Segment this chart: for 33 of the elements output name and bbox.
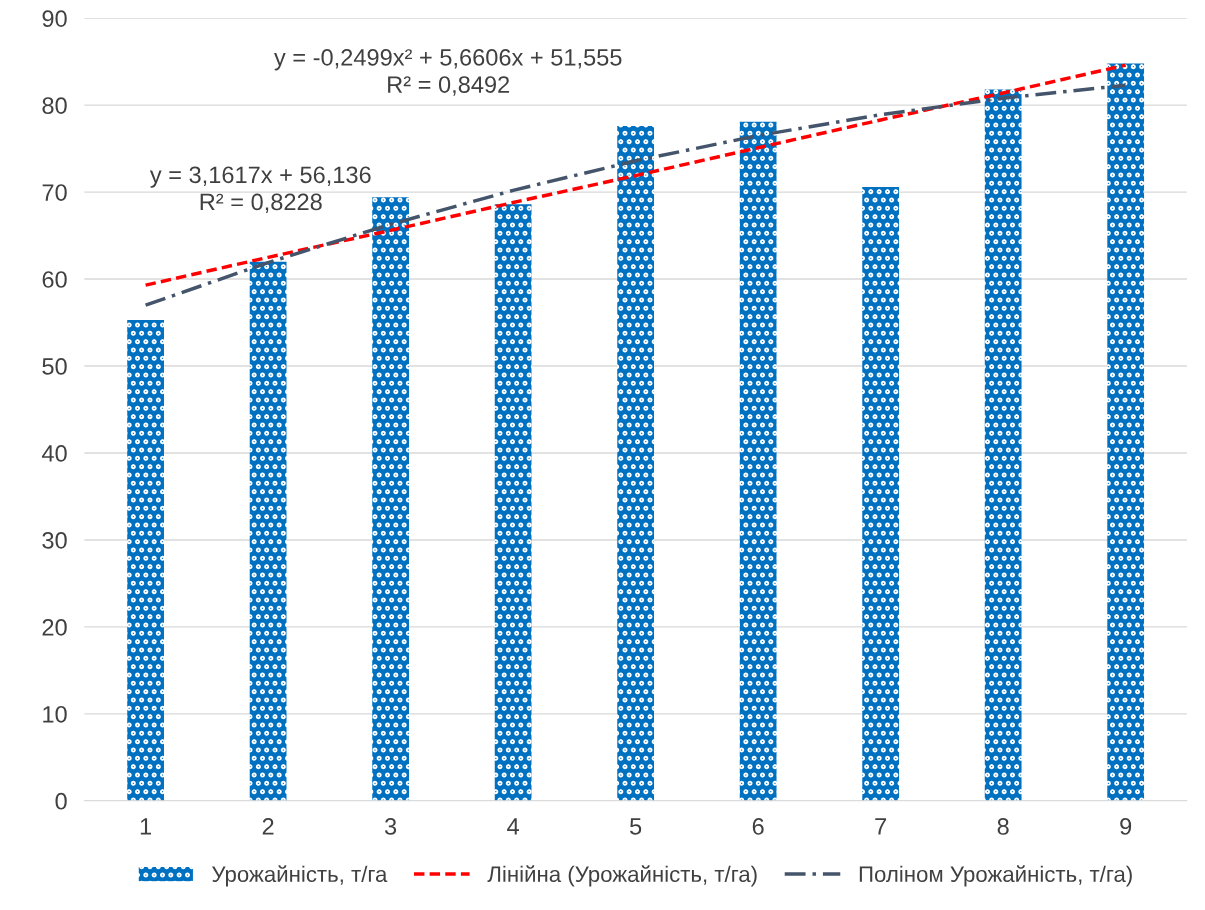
bar xyxy=(494,204,532,801)
legend-label: Лінійна (Урожайність, т/га) xyxy=(487,865,757,887)
legend-label: Поліном Урожайність, т/га) xyxy=(859,865,1132,887)
y-tick-label: 90 xyxy=(42,10,67,27)
x-tick-label: 3 xyxy=(384,818,397,835)
annotation: y = -0,2499x² + 5,6606x + 51,555 R² = 0,8492 xyxy=(274,49,622,96)
bar xyxy=(739,121,777,801)
y-tick-label: 20 xyxy=(42,618,67,636)
y-tick-label: 70 xyxy=(42,184,67,201)
y-tick-label: 60 xyxy=(42,271,67,288)
x-tick-label: 8 xyxy=(997,818,1009,835)
y-tick-label: 0 xyxy=(55,792,67,810)
y-tick-label: 10 xyxy=(43,705,67,723)
annotation: y = 3,1617x + 56,136 R² = 0,8228 xyxy=(149,166,371,214)
bar xyxy=(249,261,287,801)
x-tick-label: 2 xyxy=(262,818,274,835)
x-tick-label: 6 xyxy=(752,818,764,835)
legend-label: Урожайність, т/га xyxy=(212,865,388,887)
x-tick-label: 7 xyxy=(875,818,887,835)
x-tick-label: 9 xyxy=(1120,818,1132,835)
bar xyxy=(862,186,900,801)
bar xyxy=(617,126,655,801)
bar xyxy=(1107,63,1145,801)
bar xyxy=(127,319,164,801)
bar xyxy=(984,89,1022,801)
y-tick-label: 80 xyxy=(42,97,67,114)
y-tick-label: 30 xyxy=(42,532,67,549)
x-tick-label: 1 xyxy=(140,818,152,835)
bar xyxy=(372,197,409,801)
x-tick-label: 4 xyxy=(507,818,519,835)
y-tick-label: 40 xyxy=(41,445,67,462)
x-tick-label: 5 xyxy=(630,818,642,835)
y-tick-label: 50 xyxy=(42,358,67,375)
